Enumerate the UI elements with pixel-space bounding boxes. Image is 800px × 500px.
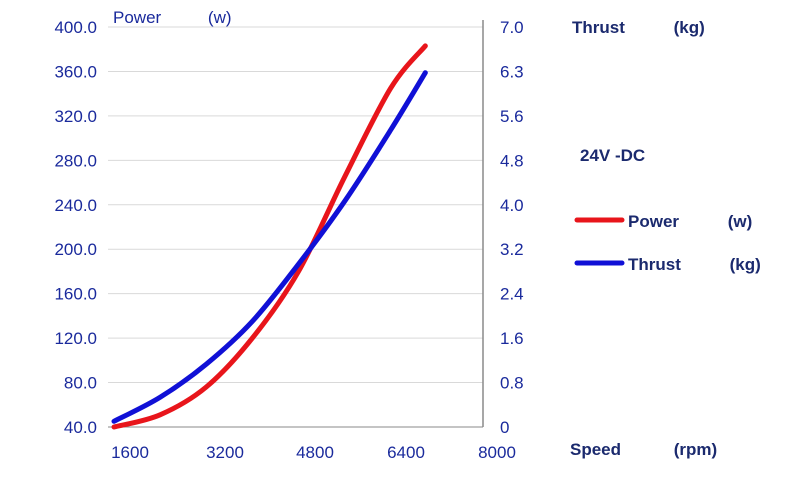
x-tick-label: 4800 (296, 443, 334, 462)
legend-label-power: Power (w) (628, 212, 752, 231)
left-tick-label: 80.0 (64, 374, 97, 393)
x-tick-label: 1600 (111, 443, 149, 462)
right-tick-label: 0.8 (500, 374, 524, 393)
left-tick-label: 320.0 (54, 107, 97, 126)
right-tick-label: 5.6 (500, 107, 524, 126)
left-axis-ticks: 40.0 80.0 120.0 160.0 200.0 240.0 280.0 320.0 36… (54, 18, 97, 437)
x-axis-ticks: 1600 3200 4800 6400 8000 (111, 443, 516, 462)
legend-label-power-unit: (w) (728, 212, 753, 231)
left-tick-label: 280.0 (54, 151, 97, 170)
right-tick-label: 4.0 (500, 196, 524, 215)
left-tick-label: 120.0 (54, 329, 97, 348)
series-line-thrust (111, 70, 428, 424)
x-axis-label-name: Speed (570, 440, 621, 459)
right-tick-label: 0 (500, 418, 509, 437)
right-tick-label: 7.0 (500, 18, 524, 37)
x-tick-label: 8000 (478, 443, 516, 462)
right-tick-label: 6.3 (500, 62, 524, 81)
voltage-annotation: 24V -DC (580, 146, 645, 165)
left-axis-label-unit: (w) (208, 8, 232, 27)
legend-label-thrust-unit: (kg) (730, 255, 761, 274)
right-axis-ticks: 0 0.8 1.6 2.4 3.2 4.0 4.8 5.6 6.3 7.0 (500, 18, 524, 437)
x-tick-label: 3200 (206, 443, 244, 462)
legend-label-thrust-name: Thrust (628, 255, 681, 274)
x-tick-label: 6400 (387, 443, 425, 462)
series-layer (111, 43, 428, 430)
left-axis-label-name: Power (113, 8, 162, 27)
right-tick-label: 2.4 (500, 285, 524, 304)
left-tick-label: 400.0 (54, 18, 97, 37)
left-tick-label: 160.0 (54, 285, 97, 304)
right-axis-label: Thrust (kg) (572, 18, 705, 37)
right-axis-label-unit: (kg) (674, 18, 705, 37)
left-axis-label: Power (w) (113, 8, 232, 27)
right-axis-label-name: Thrust (572, 18, 625, 37)
x-axis-label-unit: (rpm) (674, 440, 717, 459)
right-tick-label: 1.6 (500, 329, 524, 348)
right-tick-label: 3.2 (500, 240, 524, 259)
right-tick-label: 4.8 (500, 151, 524, 170)
legend-label-power-name: Power (628, 212, 679, 231)
grid-lines (108, 26, 483, 384)
left-tick-label: 360.0 (54, 62, 97, 81)
left-tick-label: 200.0 (54, 240, 97, 259)
left-tick-label: 240.0 (54, 196, 97, 215)
legend: Power (w) Thrust (kg) (574, 212, 761, 274)
legend-label-thrust: Thrust (kg) (628, 255, 761, 274)
left-tick-label: 40.0 (64, 418, 97, 437)
x-axis-label: Speed (rpm) (570, 440, 717, 459)
series-line-power (111, 43, 428, 430)
